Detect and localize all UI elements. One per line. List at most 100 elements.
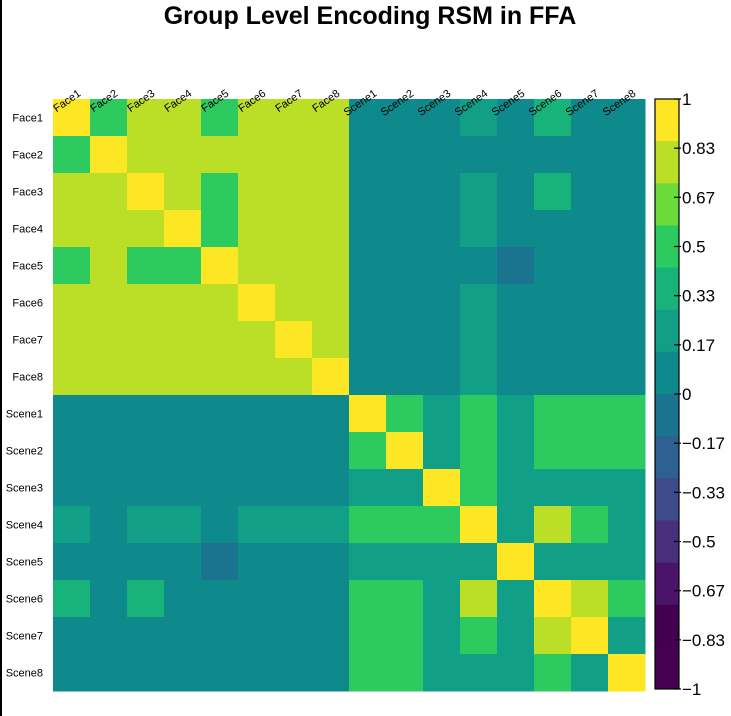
heatmap-cell-face2-face6 — [238, 136, 276, 174]
heatmap-cell-face8-scene6 — [534, 358, 572, 396]
heatmap-cell-face8-face8 — [312, 358, 350, 396]
heatmap-cell-face1-scene2 — [386, 99, 424, 137]
heatmap-cell-face8-scene8 — [608, 358, 646, 396]
heatmap-cell-scene5-scene5 — [497, 543, 535, 581]
heatmap-cell-face8-scene4 — [460, 358, 498, 396]
heatmap-cell-scene1-face7 — [275, 395, 313, 433]
heatmap-cell-face8-face7 — [275, 358, 313, 396]
heatmap-cell-scene3-scene2 — [386, 469, 424, 507]
heatmap-cell-face5-scene1 — [349, 247, 387, 285]
row-label-scene2: Scene2 — [6, 446, 43, 458]
heatmap-cell-scene5-face2 — [90, 543, 128, 581]
heatmap-cell-scene8-scene5 — [497, 654, 535, 692]
heatmap-cell-scene7-face7 — [275, 617, 313, 655]
heatmap-cell-face2-face3 — [127, 136, 165, 174]
heatmap-cell-face2-face1 — [53, 136, 91, 174]
colorbar-tick-label-11: −0.83 — [682, 631, 725, 650]
heatmap-cell-face2-scene4 — [460, 136, 498, 174]
heatmap-cell-scene4-face2 — [90, 506, 128, 544]
heatmap-cell-scene3-face4 — [164, 469, 202, 507]
heatmap-cell-scene8-face6 — [238, 654, 276, 692]
row-label-scene6: Scene6 — [6, 594, 43, 606]
colorbar-tick-label-12: −1 — [682, 680, 701, 699]
heatmap-cell-scene7-scene3 — [423, 617, 461, 655]
colorbar-tick-label-2: 0.67 — [682, 188, 715, 207]
heatmap-cell-scene3-scene3 — [423, 469, 461, 507]
heatmap-cell-scene4-face5 — [201, 506, 239, 544]
heatmap-cell-face7-face4 — [164, 321, 202, 359]
colorbar-tick-label-1: 0.83 — [682, 139, 715, 158]
heatmap-cell-scene2-face5 — [201, 432, 239, 470]
heatmap-cell-scene8-face7 — [275, 654, 313, 692]
heatmap-cell-scene8-scene6 — [534, 654, 572, 692]
heatmap-cell-face1-face2 — [90, 99, 128, 137]
heatmap-cell-scene4-scene7 — [571, 506, 609, 544]
heatmap-cell-scene6-face1 — [53, 580, 91, 618]
heatmap-cell-scene6-face4 — [164, 580, 202, 618]
heatmap-cell-scene3-face1 — [53, 469, 91, 507]
colorbar-swatch-0 — [655, 99, 679, 142]
heatmap-cell-scene6-face8 — [312, 580, 350, 618]
heatmap-cell-scene8-scene8 — [608, 654, 646, 692]
colorbar-tick-label-8: −0.33 — [682, 483, 725, 502]
heatmap-cell-scene1-face4 — [164, 395, 202, 433]
heatmap-cell-face5-face5 — [201, 247, 239, 285]
colorbar-swatch-4 — [655, 267, 679, 311]
heatmap-cell-face3-scene5 — [497, 173, 535, 211]
heatmap-cell-face4-face5 — [201, 210, 239, 248]
colorbar-swatch-13 — [655, 646, 679, 690]
heatmap-cell-face6-scene2 — [386, 284, 424, 322]
heatmap-cell-scene2-scene7 — [571, 432, 609, 470]
heatmap-cell-scene6-face5 — [201, 580, 239, 618]
heatmap-cell-face5-scene7 — [571, 247, 609, 285]
heatmap-cell-scene7-face5 — [201, 617, 239, 655]
heatmap-cell-face3-face8 — [312, 173, 350, 211]
heatmap-cell-scene1-face3 — [127, 395, 165, 433]
left-border — [0, 0, 2, 716]
heatmap-cell-scene2-scene1 — [349, 432, 387, 470]
heatmap-cell-face1-scene7 — [571, 99, 609, 137]
heatmap-cell-face6-face4 — [164, 284, 202, 322]
heatmap-cell-face3-scene7 — [571, 173, 609, 211]
colorbar-tick-label-4: 0.33 — [682, 287, 715, 306]
heatmap-cell-scene8-face2 — [90, 654, 128, 692]
heatmap-cell-scene3-scene7 — [571, 469, 609, 507]
heatmap-cell-scene2-face7 — [275, 432, 313, 470]
heatmap-cell-scene6-scene7 — [571, 580, 609, 618]
heatmap-cell-scene3-face3 — [127, 469, 165, 507]
heatmap-cell-scene5-scene8 — [608, 543, 646, 581]
heatmap-cell-scene2-face8 — [312, 432, 350, 470]
heatmap-cell-face1-face5 — [201, 99, 239, 137]
heatmap-cell-scene4-scene4 — [460, 506, 498, 544]
heatmap-cell-scene8-face5 — [201, 654, 239, 692]
heatmap-cell-face4-face4 — [164, 210, 202, 248]
heatmap-cell-scene1-scene5 — [497, 395, 535, 433]
heatmap-cell-face6-scene8 — [608, 284, 646, 322]
heatmap-cell-face2-face5 — [201, 136, 239, 174]
colorbar-tick-label-7: −0.17 — [682, 434, 725, 453]
heatmap-cell-face5-scene6 — [534, 247, 572, 285]
heatmap-cell-face5-face6 — [238, 247, 276, 285]
heatmap-cell-scene7-scene6 — [534, 617, 572, 655]
row-label-scene8: Scene8 — [6, 668, 43, 680]
heatmap-cell-scene5-scene7 — [571, 543, 609, 581]
heatmap-cell-face2-face2 — [90, 136, 128, 174]
colorbar-swatch-11 — [655, 562, 679, 606]
heatmap-cell-scene5-scene3 — [423, 543, 461, 581]
heatmap-cell-scene6-scene4 — [460, 580, 498, 618]
colorbar-swatch-12 — [655, 604, 679, 648]
heatmap-cell-face2-scene7 — [571, 136, 609, 174]
heatmap-cell-scene6-scene1 — [349, 580, 387, 618]
heatmap-cell-face1-face1 — [53, 99, 91, 137]
heatmap-cell-scene6-scene8 — [608, 580, 646, 618]
heatmap-cell-scene2-scene5 — [497, 432, 535, 470]
heatmap-cell-face7-face2 — [90, 321, 128, 359]
heatmap-cell-scene4-face6 — [238, 506, 276, 544]
heatmap-cell-scene3-face7 — [275, 469, 313, 507]
heatmap-cell-face4-face1 — [53, 210, 91, 248]
heatmap-cell-face6-face2 — [90, 284, 128, 322]
heatmap-cell-face4-face8 — [312, 210, 350, 248]
heatmap-cell-face8-scene2 — [386, 358, 424, 396]
heatmap-cell-scene4-scene1 — [349, 506, 387, 544]
colorbar-swatch-8 — [655, 436, 679, 479]
